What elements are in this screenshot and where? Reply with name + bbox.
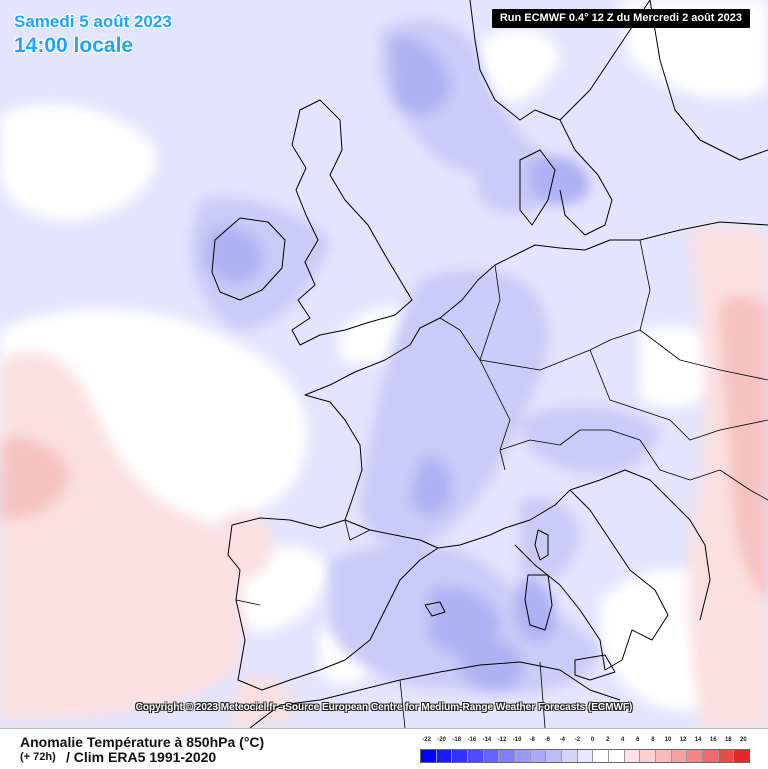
forecast-date: Samedi 5 août 2023 xyxy=(14,12,172,31)
legend-label: 14 xyxy=(694,737,702,743)
legend-swatch xyxy=(592,750,609,762)
legend-swatch xyxy=(514,750,530,762)
model-run-badge: Run ECMWF 0.4° 12 Z du Mercredi 2 août 2… xyxy=(491,9,750,28)
copyright-notice: Copyright © 2023 Meteociel.fr - Source E… xyxy=(135,702,633,713)
legend-swatch xyxy=(482,750,499,762)
legend-label: 8 xyxy=(651,737,655,743)
legend-label: -22 xyxy=(422,737,431,743)
legend-swatch xyxy=(702,750,718,762)
legend-swatch xyxy=(529,750,546,762)
legend-label: 0 xyxy=(590,737,595,743)
legend-label: 6 xyxy=(636,737,640,743)
legend-swatch xyxy=(498,750,515,762)
lead-time: (+ 72h) xyxy=(20,751,56,763)
legend-label: 2 xyxy=(605,737,610,743)
forecast-time: 14:00 locale xyxy=(14,34,134,57)
legend-label: 12 xyxy=(679,737,687,743)
legend-label: -10 xyxy=(512,737,522,743)
map-title: Anomalie Température à 850hPa (°C) xyxy=(20,734,265,750)
legend-swatch xyxy=(686,750,703,762)
legend-label: -4 xyxy=(559,737,566,743)
legend-label: 10 xyxy=(664,737,672,743)
legend-label: -18 xyxy=(452,737,462,743)
legend-swatch xyxy=(717,750,734,762)
legend-label: 4 xyxy=(621,737,625,743)
legend-swatch xyxy=(421,750,436,762)
legend-swatch xyxy=(451,750,468,762)
climatology-reference: / Clim ERA5 1991-2020 xyxy=(66,749,217,765)
legend-swatch xyxy=(623,750,640,762)
anomaly-cold-areas xyxy=(190,20,660,694)
legend-label: -12 xyxy=(497,737,507,743)
legend-swatch xyxy=(576,750,593,762)
legend-label: -16 xyxy=(467,737,477,743)
legend-label: -2 xyxy=(574,737,581,743)
legend-swatch xyxy=(435,750,452,762)
legend-swatch xyxy=(655,750,671,762)
legend-label: -8 xyxy=(529,737,535,743)
legend-label: 20 xyxy=(740,737,747,743)
map-footer: Anomalie Température à 850hPa (°C) (+ 72… xyxy=(0,728,768,769)
country-borders xyxy=(235,239,768,728)
legend-bar xyxy=(420,749,750,763)
weather-map xyxy=(0,0,768,728)
legend-label: -14 xyxy=(482,737,492,743)
legend-swatch xyxy=(545,750,562,762)
legend-label: 18 xyxy=(724,737,732,743)
color-legend: -22 -20 -18 -16 -14 -12 -10 -8 -6 -4 -2 0 2 4 6 8 10 12 14… xyxy=(420,737,750,763)
legend-label: -6 xyxy=(544,737,550,743)
legend-swatch xyxy=(608,750,624,762)
legend-label: -20 xyxy=(437,737,447,743)
legend-swatch xyxy=(670,750,687,762)
legend-swatch xyxy=(639,750,656,762)
legend-label: 16 xyxy=(709,737,717,743)
legend-swatch xyxy=(467,750,483,762)
legend-swatch xyxy=(561,750,577,762)
legend-swatch xyxy=(733,750,750,762)
legend-labels: -22 -20 -18 -16 -14 -12 -10 -8 -6 -4 -2 0 2 4 6 8 10 12 14… xyxy=(420,737,750,747)
anomaly-warm-areas xyxy=(0,225,768,728)
